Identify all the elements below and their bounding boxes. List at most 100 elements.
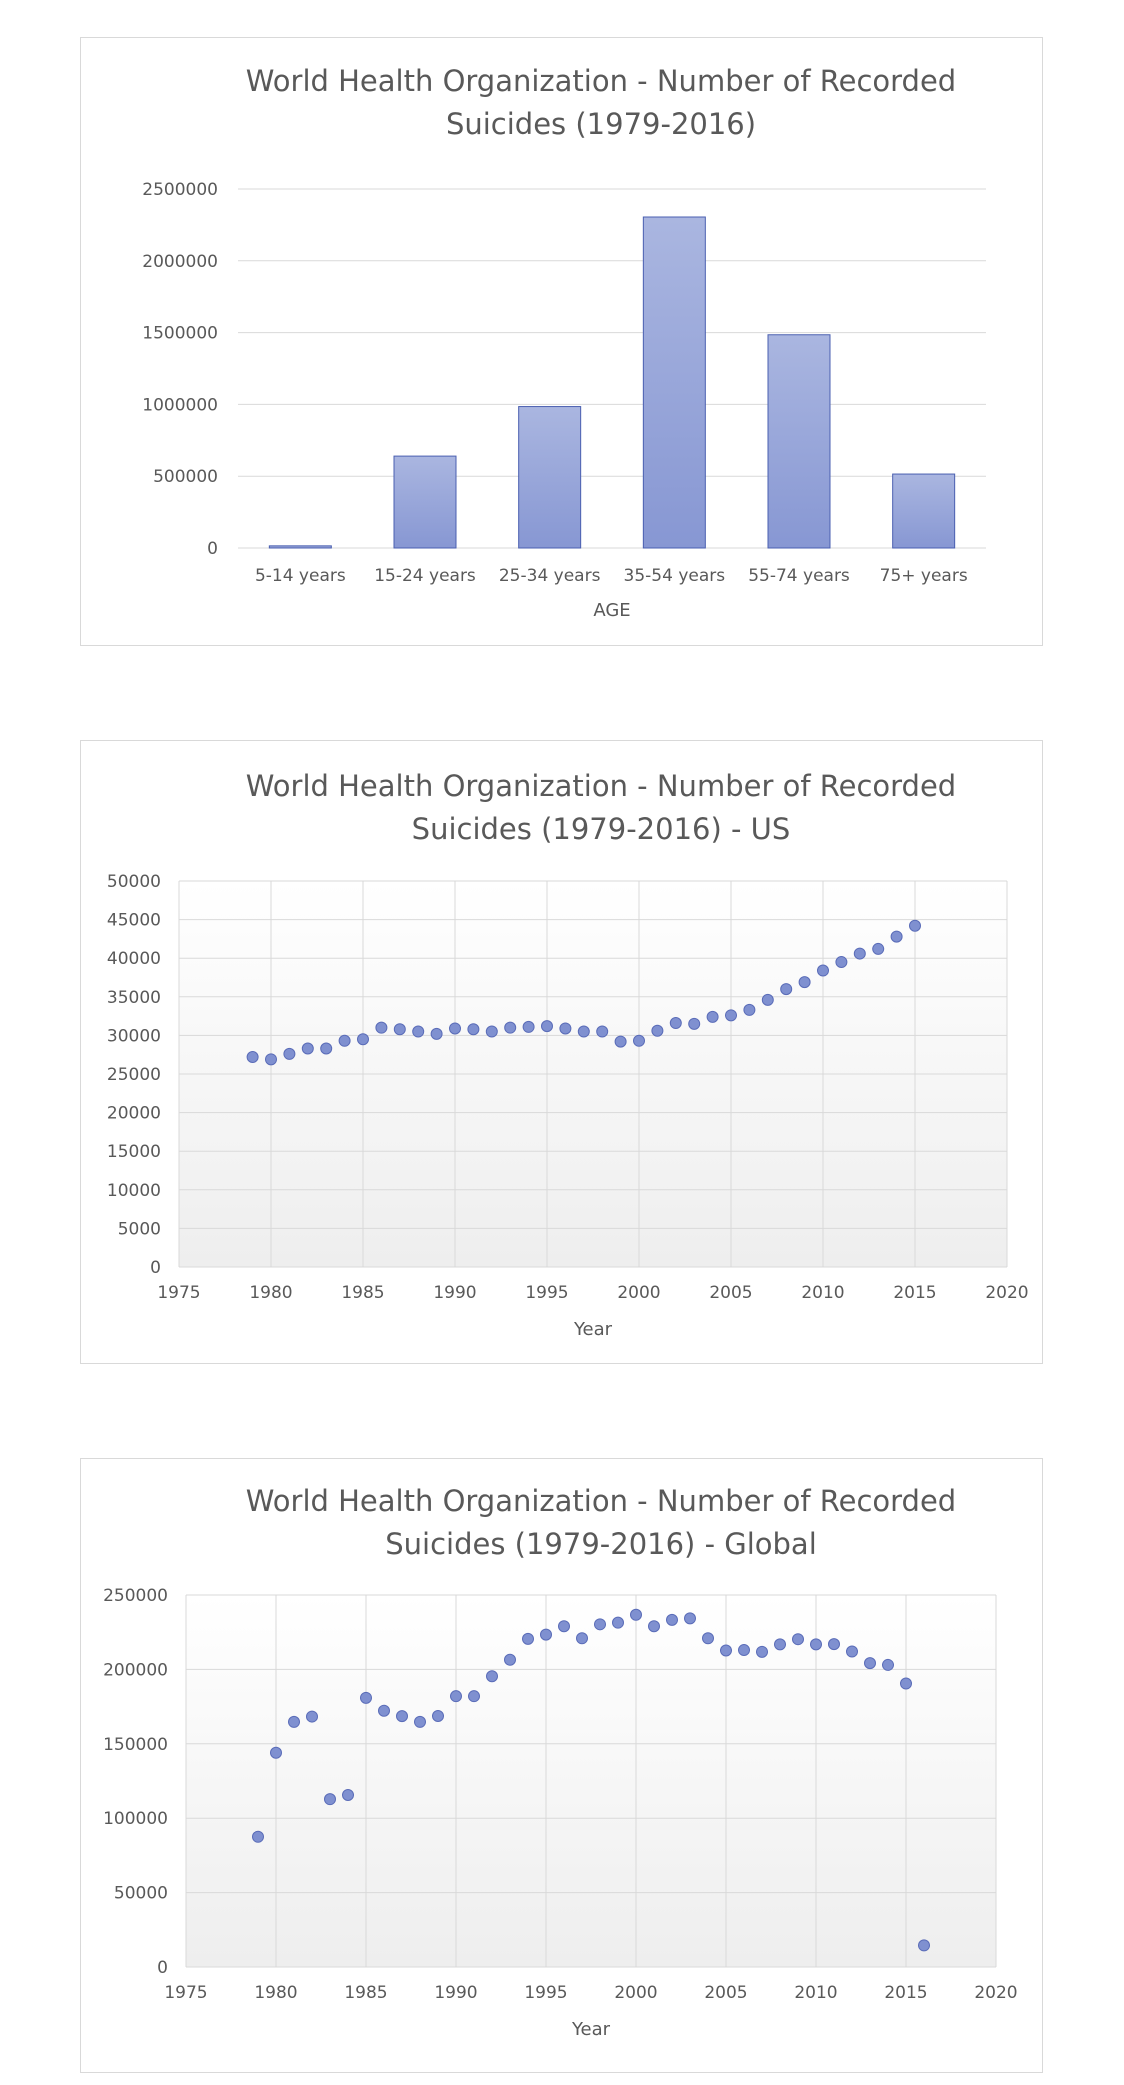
y-tick-label: 50000 [114,1884,168,1904]
data-point [853,947,866,960]
data-point [414,1715,426,1728]
data-point [918,1939,930,1952]
data-point [378,1704,390,1717]
data-point [817,964,829,977]
data-point [283,1047,296,1060]
y-tick-label: 20000 [107,1104,161,1124]
data-point [252,1830,264,1843]
bar [393,455,457,549]
data-point [504,1653,516,1666]
data-point [743,1003,756,1016]
data-point [432,1709,444,1722]
x-tick-label: 2000 [617,1283,660,1303]
x-tick-label: 2020 [974,1983,1017,2003]
x-tick-label: 1980 [249,1283,292,1303]
bar [767,334,831,549]
x-tick-label: 1990 [434,1983,477,2003]
x-tick-label: 2010 [801,1283,844,1303]
data-point [541,1020,553,1033]
data-point [614,1035,627,1048]
y-tick-label: 5000 [118,1219,161,1239]
data-point [540,1628,552,1641]
data-point [909,919,921,932]
data-point [630,1608,642,1621]
data-point [396,1710,408,1723]
data-point [522,1020,535,1033]
data-point [430,1027,443,1040]
data-point [792,1633,804,1646]
data-point [882,1658,894,1671]
data-point [706,1010,719,1023]
data-point [288,1715,300,1728]
data-point [720,1644,732,1657]
y-tick-label: 0 [150,1258,161,1278]
data-point [393,1023,406,1036]
x-tick-label: 1990 [433,1283,476,1303]
data-point [890,930,903,943]
x-tick-label: 2015 [884,1983,927,2003]
data-point [504,1021,517,1034]
data-point [669,1017,682,1030]
x-tick-label: 1995 [524,1983,567,2003]
x-tick-label: 1975 [164,1983,207,2003]
y-tick-label: 2500000 [142,180,218,200]
us-scatter-chart-panel: World Health Organization - Number of Re… [80,740,1043,1364]
y-tick-label: 250000 [103,1586,168,1606]
bar [268,545,332,549]
data-point [738,1644,750,1657]
data-point [265,1053,277,1066]
data-point [798,976,811,989]
data-point [270,1746,282,1759]
x-tick-label: 1985 [344,1983,387,2003]
y-tick-label: 25000 [107,1065,161,1085]
data-point [375,1021,388,1034]
data-point [522,1632,534,1645]
y-tick-label: 45000 [107,911,161,931]
data-point [828,1638,840,1651]
data-point [594,1618,606,1631]
data-point [761,993,774,1006]
us-scatter-chart: World Health Organization - Number of Re… [107,769,1029,1340]
y-tick-label: 50000 [107,872,161,892]
y-tick-label: 10000 [107,1181,161,1201]
plot-area [186,1595,996,1967]
chart-title-line: World Health Organization - Number of Re… [246,769,956,803]
data-point [485,1025,498,1038]
data-point [612,1616,624,1629]
data-point [324,1793,336,1806]
data-point [774,1638,786,1651]
data-point [320,1042,333,1055]
data-point [651,1024,664,1037]
y-tick-label: 15000 [107,1142,161,1162]
x-axis-title: Year [573,1319,613,1340]
y-tick-label: 100000 [103,1809,168,1829]
data-point [684,1612,696,1625]
chart-title-line: World Health Organization - Number of Re… [246,64,956,98]
y-tick-label: 150000 [103,1735,168,1755]
x-tick-label: 1975 [157,1283,200,1303]
data-point [596,1025,609,1038]
global-scatter-chart-panel: World Health Organization - Number of Re… [80,1458,1043,2073]
data-point [357,1033,369,1046]
data-point [338,1034,351,1047]
data-point [360,1691,372,1704]
data-point [633,1034,645,1047]
x-category-label: 15-24 years [374,566,476,586]
y-tick-label: 1000000 [142,395,218,415]
x-category-label: 5-14 years [255,566,346,586]
x-category-label: 35-54 years [624,566,726,586]
bar [642,216,706,549]
x-tick-label: 2020 [985,1283,1028,1303]
bar [518,406,582,549]
x-category-label: 25-34 years [499,566,601,586]
data-point [835,956,848,969]
x-tick-label: 2015 [893,1283,936,1303]
data-point [756,1645,768,1658]
data-point [648,1620,660,1633]
data-point [301,1042,314,1055]
x-axis-title: AGE [593,600,630,621]
y-tick-label: 30000 [107,1026,161,1046]
x-tick-label: 2005 [709,1283,752,1303]
y-tick-label: 200000 [103,1660,168,1680]
y-tick-label: 1500000 [142,324,218,344]
